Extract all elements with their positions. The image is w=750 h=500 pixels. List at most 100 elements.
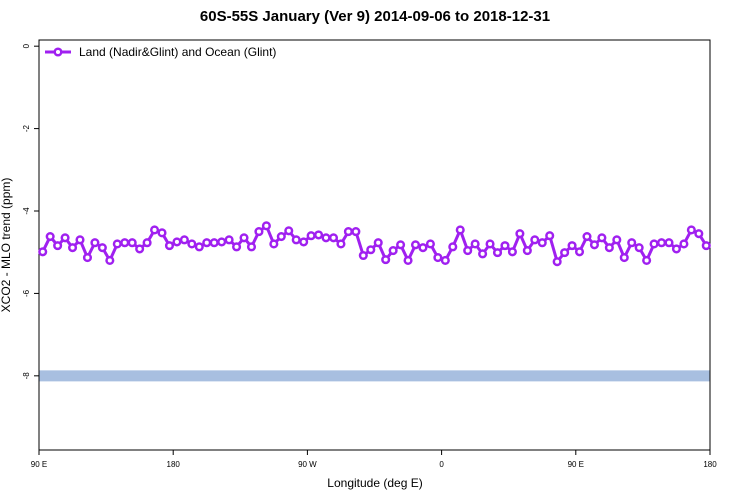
- data-point: [604, 243, 614, 253]
- data-point: [60, 233, 70, 243]
- legend-label: Land (Nadir&Glint) and Ocean (Glint): [79, 45, 276, 59]
- data-point: [150, 225, 160, 235]
- data-point: [701, 241, 711, 251]
- y-tick-label: 0: [22, 43, 31, 48]
- data-point: [90, 238, 100, 248]
- data-point: [269, 239, 279, 249]
- data-point: [530, 235, 540, 245]
- data-point: [425, 239, 435, 249]
- data-point: [612, 235, 622, 245]
- data-point: [187, 239, 197, 249]
- x-tick-label: 0: [439, 460, 444, 469]
- data-point: [440, 255, 450, 266]
- data-point: [246, 242, 257, 252]
- data-point: [418, 243, 428, 253]
- data-point: [105, 255, 115, 266]
- data-point: [239, 233, 249, 243]
- x-tick-label: 90 E: [568, 460, 584, 469]
- data-point: [686, 225, 696, 235]
- data-point: [336, 239, 346, 249]
- data-point: [574, 247, 585, 257]
- data-point: [515, 229, 525, 239]
- data-point: [537, 238, 547, 248]
- data-point: [261, 221, 271, 231]
- data-point: [366, 245, 376, 255]
- data-point: [45, 232, 55, 242]
- data-point: [224, 235, 234, 245]
- y-tick-label: -8: [22, 372, 31, 380]
- data-point: [232, 242, 242, 252]
- data-point: [671, 244, 682, 254]
- data-point: [500, 241, 510, 251]
- y-tick-label: -2: [22, 124, 31, 132]
- x-tick-label: 180: [703, 460, 717, 469]
- data-point: [328, 233, 339, 243]
- data-point: [552, 257, 562, 267]
- data-point: [649, 239, 659, 249]
- data-point: [410, 240, 421, 250]
- data-point: [507, 247, 517, 257]
- y-tick-label: -6: [22, 289, 31, 297]
- data-point: [582, 232, 592, 242]
- data-point: [142, 238, 152, 248]
- data-point: [470, 239, 480, 249]
- y-tick-label: -4: [22, 207, 31, 215]
- data-point: [299, 237, 309, 247]
- data-point: [291, 235, 301, 245]
- data-point: [463, 246, 473, 256]
- data-point: [664, 238, 674, 248]
- data-point: [276, 232, 286, 242]
- chart-title: 60S-55S January (Ver 9) 2014-09-06 to 20…: [200, 8, 550, 25]
- data-point: [179, 235, 189, 245]
- data-point: [53, 241, 63, 251]
- data-point: [112, 239, 122, 249]
- data-point: [75, 235, 85, 245]
- data-point: [209, 238, 219, 248]
- data-point: [306, 231, 316, 241]
- data-point: [492, 248, 503, 258]
- x-tick-label: 180: [167, 460, 181, 469]
- data-point: [97, 243, 107, 253]
- data-point: [321, 233, 331, 243]
- data-point: [642, 255, 652, 266]
- data-point: [82, 253, 93, 263]
- data-point: [656, 238, 667, 248]
- data-point: [358, 250, 368, 261]
- data-point: [619, 253, 629, 263]
- data-point: [284, 226, 294, 236]
- data-point: [560, 248, 570, 258]
- data-point: [545, 231, 555, 241]
- data-point: [157, 228, 167, 238]
- data-point: [433, 253, 443, 263]
- x-tick-label: 90 W: [298, 460, 317, 469]
- data-point: [567, 241, 577, 251]
- data-point: [135, 244, 145, 254]
- data-point: [164, 241, 175, 251]
- data-point: [172, 237, 182, 247]
- data-point: [478, 249, 488, 259]
- data-point: [68, 243, 78, 253]
- data-point: [343, 227, 353, 237]
- data-point: [388, 246, 398, 256]
- data-point: [127, 238, 137, 248]
- data-point: [522, 246, 532, 256]
- data-point: [194, 242, 204, 252]
- data-point: [120, 238, 130, 248]
- data-point: [448, 242, 458, 252]
- data-point: [694, 229, 704, 239]
- data-point: [403, 255, 413, 266]
- data-point: [254, 227, 264, 237]
- data-point: [679, 239, 689, 249]
- legend-marker: [53, 47, 63, 57]
- data-point: [314, 230, 324, 240]
- data-point: [381, 255, 391, 265]
- data-point: [217, 237, 227, 247]
- data-point: [597, 233, 607, 243]
- data-point: [373, 238, 383, 248]
- data-point: [589, 240, 599, 250]
- data-point: [627, 238, 637, 248]
- data-point: [455, 225, 465, 235]
- data-point: [634, 243, 644, 253]
- x-axis-label: Longitude (deg E): [327, 476, 422, 490]
